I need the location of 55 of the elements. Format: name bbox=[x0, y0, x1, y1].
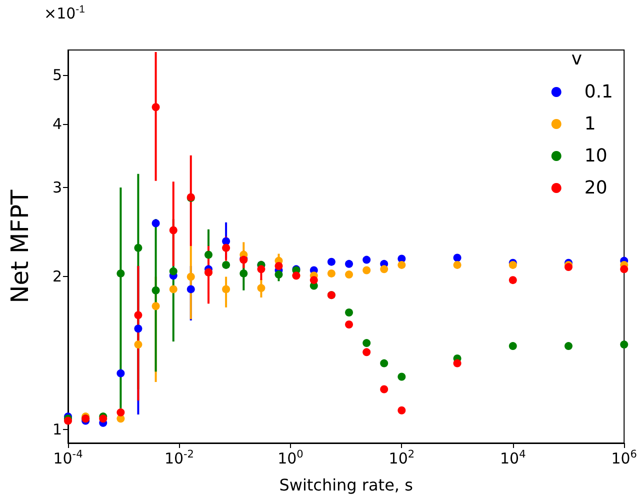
point bbox=[186, 285, 195, 294]
point bbox=[362, 339, 371, 348]
point bbox=[116, 408, 125, 416]
point bbox=[169, 285, 178, 294]
point bbox=[134, 244, 142, 252]
point bbox=[152, 286, 160, 294]
point bbox=[362, 266, 371, 274]
legend-label: 10 bbox=[584, 146, 608, 166]
point bbox=[327, 258, 336, 266]
point bbox=[134, 311, 142, 320]
y-axis-title: Net MFPT bbox=[6, 189, 34, 304]
legend-label: 20 bbox=[584, 178, 608, 198]
point bbox=[134, 324, 142, 333]
point bbox=[152, 219, 160, 228]
point bbox=[222, 237, 230, 246]
point bbox=[345, 260, 354, 268]
point bbox=[257, 284, 266, 292]
y-tick-label: 5 bbox=[52, 66, 62, 84]
point bbox=[345, 270, 354, 279]
point bbox=[345, 308, 354, 317]
point bbox=[274, 262, 283, 270]
point bbox=[240, 269, 248, 278]
point bbox=[186, 272, 195, 281]
point bbox=[222, 260, 230, 269]
y-tick-label: 2 bbox=[52, 268, 62, 286]
point bbox=[152, 302, 160, 310]
point bbox=[134, 340, 142, 349]
point bbox=[169, 267, 178, 276]
point bbox=[257, 265, 266, 274]
point bbox=[116, 369, 125, 378]
point bbox=[222, 244, 230, 252]
point bbox=[398, 406, 406, 414]
point bbox=[362, 256, 371, 264]
point bbox=[169, 226, 178, 234]
point bbox=[116, 269, 125, 278]
y-tick-label: 3 bbox=[52, 178, 62, 196]
point bbox=[398, 260, 406, 269]
y-tick-label: 1 bbox=[52, 420, 62, 438]
point bbox=[345, 320, 354, 328]
legend-title: v bbox=[571, 48, 582, 70]
point bbox=[222, 285, 230, 294]
point bbox=[204, 250, 212, 259]
point bbox=[380, 265, 388, 274]
point bbox=[327, 269, 336, 278]
point bbox=[310, 276, 318, 284]
point bbox=[380, 385, 388, 394]
legend-label: 1 bbox=[584, 114, 596, 134]
point bbox=[362, 348, 371, 356]
point bbox=[274, 270, 283, 279]
point bbox=[152, 103, 160, 112]
y-tick-label: 4 bbox=[52, 115, 62, 134]
legend-label: 0.1 bbox=[584, 82, 614, 102]
x-axis-title: Switching rate, s bbox=[279, 476, 413, 494]
point bbox=[398, 372, 406, 381]
point bbox=[380, 359, 388, 368]
